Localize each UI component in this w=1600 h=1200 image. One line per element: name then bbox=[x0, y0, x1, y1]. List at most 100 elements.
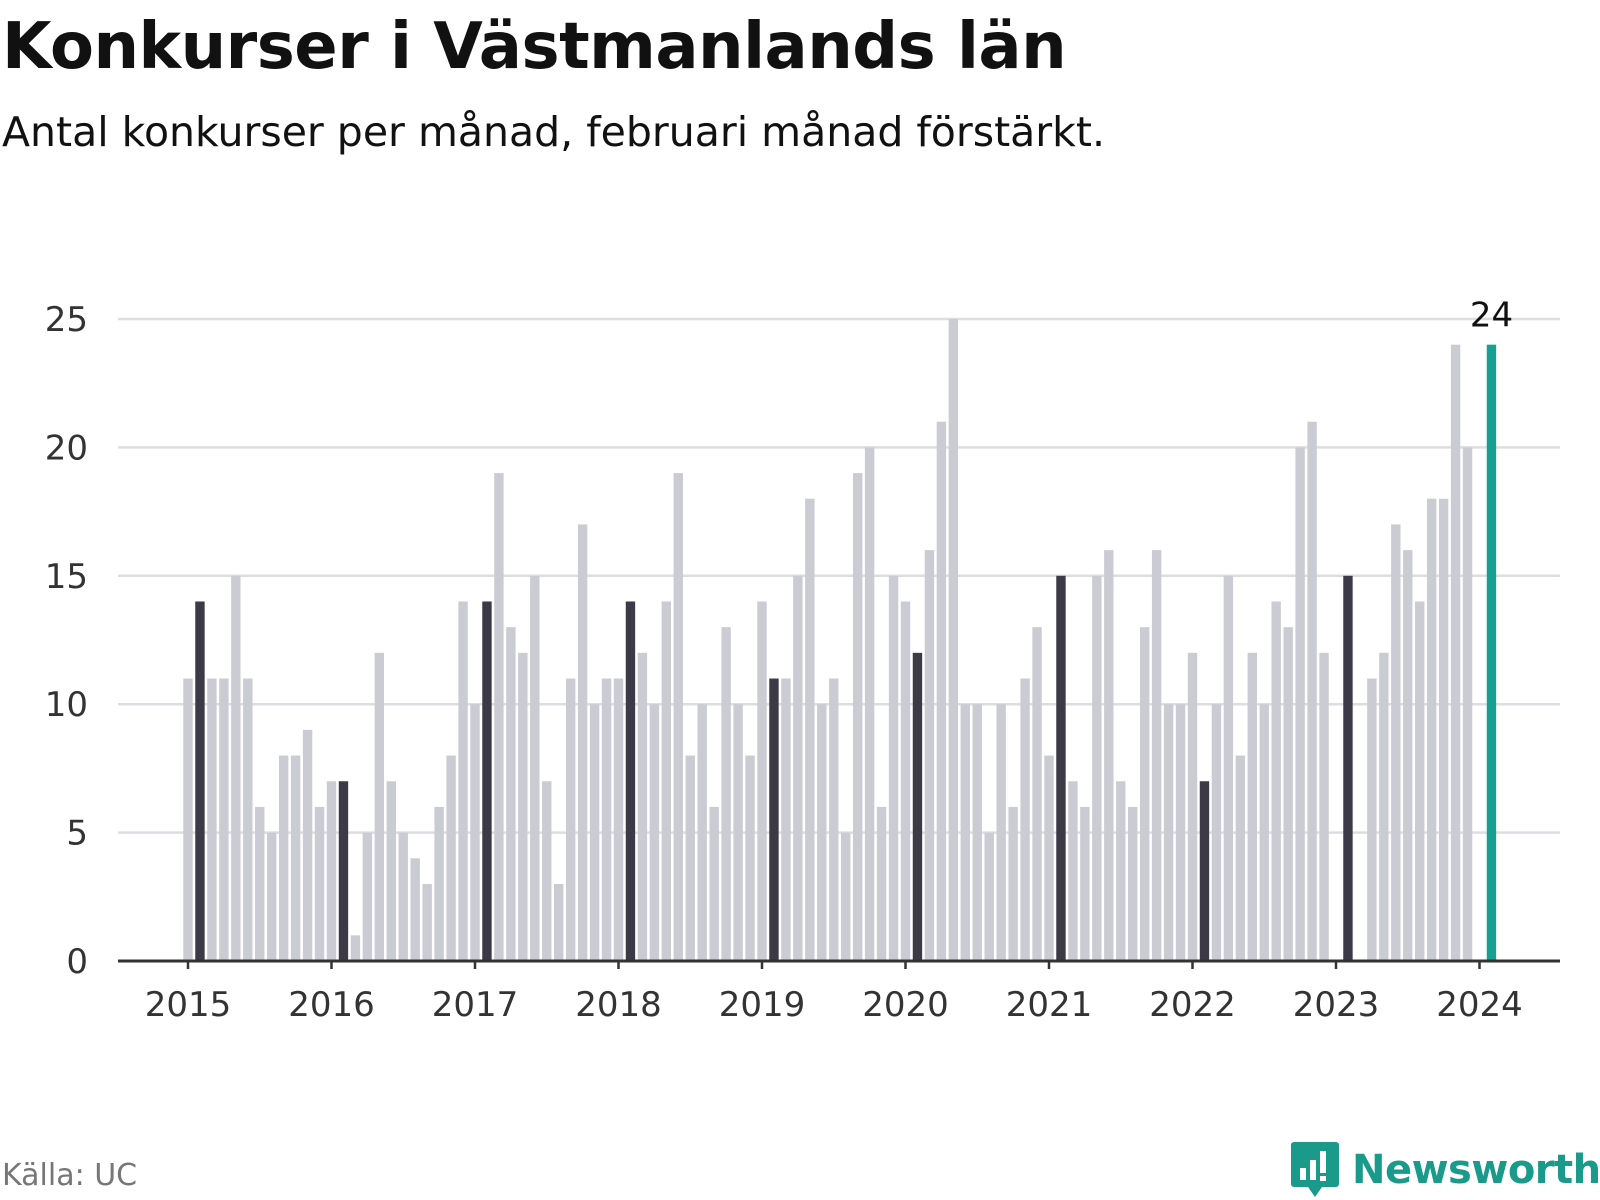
bar bbox=[817, 704, 827, 961]
bar bbox=[841, 832, 851, 961]
bar bbox=[1307, 421, 1317, 962]
bar bbox=[207, 678, 217, 961]
bar bbox=[745, 755, 755, 961]
bar bbox=[1044, 755, 1054, 961]
bar bbox=[721, 627, 731, 961]
bar bbox=[805, 498, 815, 961]
bar bbox=[1319, 652, 1329, 961]
bar bbox=[1211, 704, 1222, 961]
bar bbox=[326, 781, 337, 961]
bar bbox=[183, 678, 193, 961]
bar bbox=[554, 883, 564, 961]
bar bbox=[530, 575, 540, 961]
x-tick-label: 2023 bbox=[1293, 985, 1380, 1025]
bar bbox=[1235, 755, 1246, 961]
bar bbox=[434, 806, 444, 961]
bar bbox=[1486, 344, 1497, 961]
bar bbox=[1259, 704, 1269, 961]
newsworthy-logo: Newsworthy bbox=[1290, 1140, 1600, 1200]
bar bbox=[1295, 447, 1305, 961]
x-tick-label: 2020 bbox=[862, 985, 949, 1025]
bar bbox=[1462, 447, 1473, 961]
bar bbox=[314, 806, 325, 961]
bar bbox=[1283, 627, 1293, 961]
bar bbox=[422, 883, 432, 961]
bar bbox=[231, 575, 241, 961]
bar bbox=[948, 319, 959, 961]
bar bbox=[1450, 344, 1461, 961]
bar bbox=[757, 601, 767, 961]
bar bbox=[637, 652, 648, 961]
bar bbox=[1391, 524, 1401, 961]
bar bbox=[1056, 575, 1066, 961]
bar bbox=[1092, 575, 1102, 961]
bar bbox=[446, 755, 456, 961]
bar bbox=[565, 678, 576, 961]
bar bbox=[1438, 498, 1449, 961]
bar bbox=[1020, 678, 1030, 961]
x-tick-label: 2019 bbox=[719, 985, 806, 1025]
bar bbox=[924, 550, 935, 961]
bar bbox=[829, 678, 839, 961]
bar bbox=[374, 652, 385, 961]
x-tick-label: 2022 bbox=[1149, 985, 1236, 1025]
bar bbox=[685, 755, 695, 961]
bar bbox=[1151, 550, 1162, 961]
bar bbox=[278, 755, 289, 961]
bar bbox=[649, 704, 660, 961]
bar bbox=[302, 729, 313, 961]
bar bbox=[1139, 627, 1150, 961]
bar bbox=[219, 678, 229, 961]
bar bbox=[1426, 498, 1437, 961]
y-tick-label: 0 bbox=[66, 942, 88, 982]
bar bbox=[852, 473, 863, 961]
x-axis-ticks: 2015 2016 2017 2018 2019 2020 2021 2022 2023 2024 bbox=[145, 961, 1523, 1025]
bar bbox=[864, 447, 875, 961]
bar bbox=[338, 781, 349, 961]
bar bbox=[984, 832, 994, 961]
x-tick-label: 2017 bbox=[432, 985, 519, 1025]
bar bbox=[542, 781, 552, 961]
bar bbox=[482, 601, 492, 961]
bar bbox=[398, 832, 408, 961]
bar bbox=[1379, 652, 1389, 961]
bar bbox=[781, 678, 791, 961]
bar bbox=[900, 601, 911, 961]
bar bbox=[1223, 575, 1234, 961]
bar bbox=[661, 601, 672, 961]
bar bbox=[1415, 601, 1425, 961]
x-tick-label: 2016 bbox=[288, 985, 375, 1025]
bar bbox=[673, 473, 683, 961]
bar bbox=[1367, 678, 1377, 961]
bar bbox=[577, 524, 588, 961]
bar bbox=[362, 832, 373, 961]
latest-value-annotation: 24 bbox=[1470, 296, 1513, 336]
bar bbox=[888, 575, 899, 961]
newsworthy-logo-icon bbox=[1291, 1142, 1339, 1197]
bar bbox=[1175, 704, 1186, 961]
bar bbox=[518, 652, 528, 961]
bar bbox=[506, 627, 516, 961]
brand-name: Newsworthy bbox=[1352, 1147, 1600, 1193]
x-tick-label: 2024 bbox=[1436, 985, 1523, 1025]
y-tick-label: 5 bbox=[66, 814, 88, 854]
bars bbox=[183, 319, 1497, 962]
bar bbox=[1163, 704, 1174, 961]
x-tick-label: 2021 bbox=[1006, 985, 1093, 1025]
bar bbox=[1032, 627, 1042, 961]
y-tick-label: 10 bbox=[45, 685, 88, 725]
bar bbox=[458, 601, 468, 961]
y-tick-label: 20 bbox=[45, 428, 88, 468]
bar bbox=[912, 652, 923, 961]
x-tick-label: 2015 bbox=[145, 985, 232, 1025]
bar bbox=[996, 704, 1006, 961]
bar bbox=[589, 704, 600, 961]
bar bbox=[386, 781, 396, 961]
bar bbox=[255, 806, 265, 961]
bar bbox=[960, 704, 970, 961]
bar bbox=[1271, 601, 1281, 961]
y-axis-tick-labels: 0 5 10 15 20 25 bbox=[45, 300, 88, 982]
latest-value-label: 24 bbox=[1470, 296, 1513, 336]
bar bbox=[793, 575, 803, 961]
